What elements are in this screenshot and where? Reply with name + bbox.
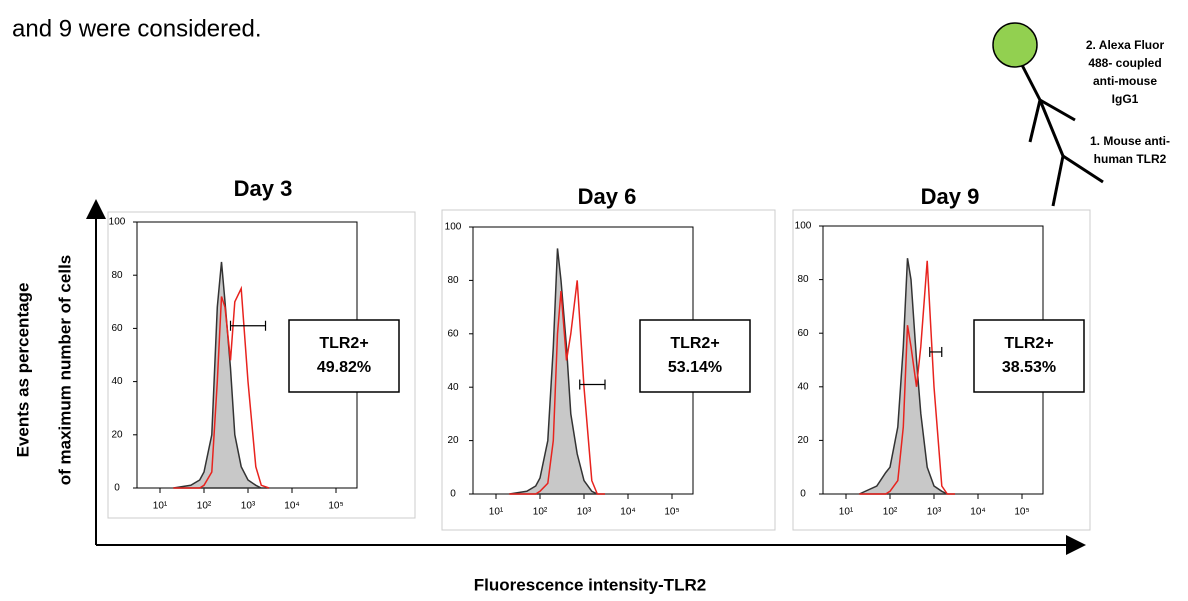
- annotation-text: 38.53%: [1002, 359, 1056, 376]
- diagram-label: IgG1: [1112, 92, 1139, 106]
- panel-title: Day 3: [234, 176, 293, 201]
- y-tick-label: 20: [797, 435, 809, 446]
- x-tick-label: 10²: [883, 507, 898, 518]
- annotation-text: TLR2+: [1004, 335, 1053, 352]
- panel-title: Day 9: [921, 184, 980, 209]
- antibody-diagram: [992, 22, 1104, 207]
- caption-fragment: and 9 were considered.: [12, 15, 262, 42]
- diagram-label: human TLR2: [1094, 152, 1167, 166]
- x-axis-label: Fluorescence intensity-TLR2: [474, 575, 706, 594]
- panel-title: Day 6: [578, 184, 637, 209]
- x-tick-label: 10⁴: [620, 507, 635, 518]
- y-tick-label: 40: [797, 381, 809, 392]
- y-tick-label: 0: [800, 489, 806, 500]
- histogram-line: [509, 280, 605, 495]
- y-tick-label: 80: [797, 274, 809, 285]
- annotation-box: [639, 319, 751, 393]
- x-tick-label: 10⁴: [284, 501, 299, 512]
- annotation-text: TLR2+: [319, 335, 368, 352]
- x-tick-label: 10²: [533, 507, 548, 518]
- histogram-line: [859, 260, 955, 495]
- x-tick-label: 10³: [927, 507, 942, 518]
- histogram-line: [173, 285, 270, 489]
- annotation-text: 53.14%: [668, 359, 722, 376]
- y-tick-label: 80: [447, 275, 459, 286]
- y-tick-label: 100: [109, 217, 126, 228]
- diagram-label: 2. Alexa Fluor: [1086, 38, 1165, 52]
- x-tick-label: 10²: [197, 501, 212, 512]
- y-tick-label: 60: [111, 323, 123, 334]
- annotation-box: [288, 319, 400, 393]
- diagram-label: 1. Mouse anti-: [1090, 134, 1170, 148]
- y-tick-label: 40: [447, 382, 459, 393]
- x-tick-label: 10³: [241, 501, 256, 512]
- x-tick-label: 10¹: [839, 507, 854, 518]
- diagram-label: anti-mouse: [1093, 74, 1157, 88]
- histogram-area: [509, 248, 605, 495]
- x-tick-label: 10³: [577, 507, 592, 518]
- x-tick-label: 10⁵: [1014, 507, 1029, 518]
- y-tick-label: 20: [111, 429, 123, 440]
- y-tick-label: 0: [114, 483, 120, 494]
- y-tick-label: 0: [450, 489, 456, 500]
- y-axis-label: of maximum number of cells: [55, 255, 74, 486]
- x-tick-label: 10⁵: [664, 507, 679, 518]
- histogram-area: [858, 258, 955, 495]
- annotation-text: TLR2+: [670, 335, 719, 352]
- x-tick-label: 10¹: [489, 507, 504, 518]
- x-tick-label: 10⁴: [970, 507, 985, 518]
- y-tick-label: 80: [111, 270, 123, 281]
- annotation-text: 49.82%: [317, 359, 371, 376]
- x-tick-label: 10⁵: [328, 501, 343, 512]
- y-tick-label: 60: [447, 328, 459, 339]
- y-tick-label: 60: [797, 328, 809, 339]
- y-tick-label: 20: [447, 435, 459, 446]
- x-tick-label: 10¹: [153, 501, 168, 512]
- diagram-label: 488- coupled: [1088, 56, 1161, 70]
- y-tick-label: 100: [795, 221, 812, 232]
- y-tick-label: 40: [111, 376, 123, 387]
- annotation-box: [973, 319, 1085, 393]
- y-axis-label: Events as percentage: [13, 283, 32, 458]
- y-tick-label: 100: [445, 222, 462, 233]
